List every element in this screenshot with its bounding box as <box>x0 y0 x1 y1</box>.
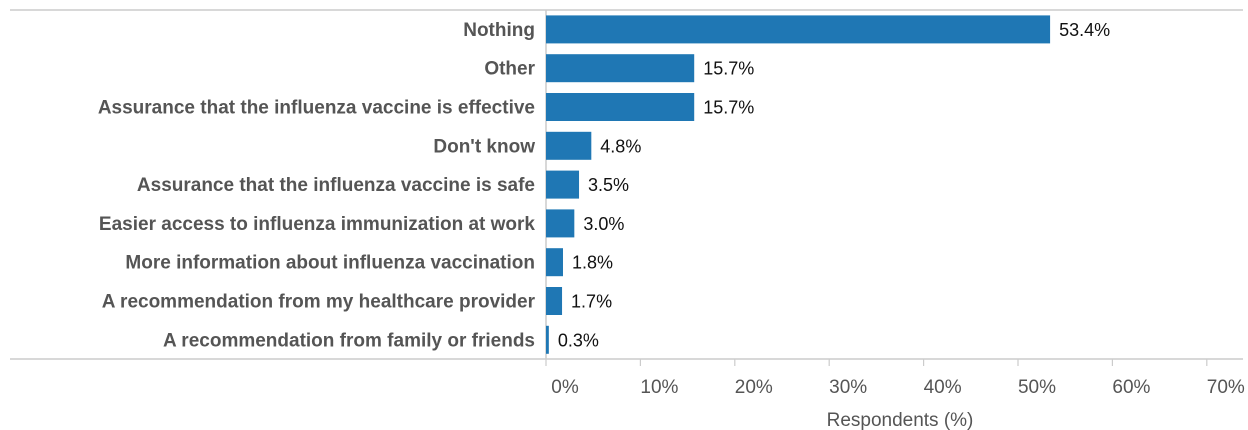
x-tick-label: 40% <box>924 377 962 398</box>
x-tick-label: 30% <box>829 377 867 398</box>
x-axis-title: Respondents (%) <box>827 410 974 430</box>
bar <box>546 287 563 315</box>
category-label: Assurance that the influenza vaccine is … <box>137 175 535 196</box>
x-tick-label: 20% <box>735 377 773 398</box>
bar <box>546 170 580 199</box>
value-label: 1.7% <box>571 292 612 312</box>
category-label: A recommendation from family or friends <box>163 330 535 351</box>
category-label: A recommendation from my healthcare prov… <box>102 292 536 313</box>
category-label: Other <box>484 59 535 80</box>
value-label: 3.0% <box>583 214 624 234</box>
category-label: Don't know <box>433 136 535 157</box>
value-label: 3.5% <box>588 175 629 195</box>
value-label: 1.8% <box>572 253 613 273</box>
category-label: Nothing <box>463 20 535 41</box>
category-label: More information about influenza vaccina… <box>125 253 535 274</box>
value-label: 53.4% <box>1059 20 1110 40</box>
bar <box>546 15 1051 44</box>
x-tick-label: 60% <box>1112 377 1150 398</box>
value-label: 4.8% <box>600 136 641 156</box>
category-label: Easier access to influenza immunization … <box>99 214 536 235</box>
bar <box>546 248 563 277</box>
value-labels: 53.4% 15.7% 15.7% 4.8% 3.5% 3.0% 1.8% 1.7% 0.3% <box>558 20 1110 350</box>
bar <box>546 93 695 121</box>
bars <box>546 15 1051 354</box>
value-label: 0.3% <box>558 330 599 350</box>
x-axis-ticks: 0% 10% 20% 30% 40% 50% 60% 70% <box>545 359 1245 398</box>
bar <box>546 209 575 238</box>
bar <box>546 131 592 160</box>
value-label: 15.7% <box>703 59 754 79</box>
value-label: 15.7% <box>703 98 754 118</box>
x-tick-label: 70% <box>1207 377 1245 398</box>
bar <box>546 325 549 354</box>
category-labels: Nothing Other Assurance that the influenza… <box>98 20 536 351</box>
category-label: Assurance that the influenza vaccine is … <box>98 98 535 119</box>
x-tick-label: 50% <box>1018 377 1056 398</box>
x-tick-label: 0% <box>551 377 579 398</box>
x-tick-label: 10% <box>640 377 678 398</box>
bar <box>546 54 695 83</box>
